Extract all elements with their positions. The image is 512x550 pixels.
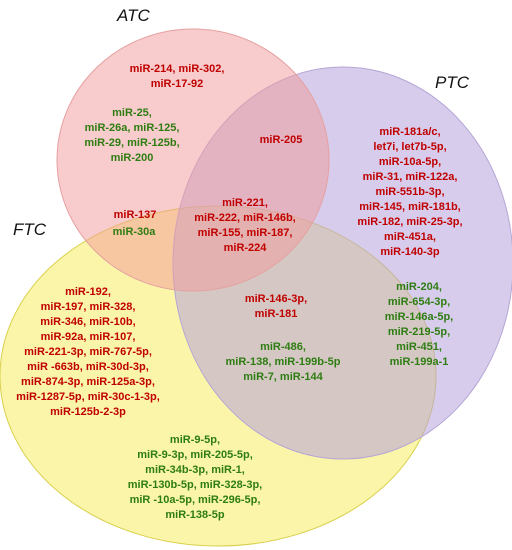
- mirna-line: miR-146-3p,: [244, 293, 308, 305]
- atc-ftc-downregulated: miR-30a: [113, 225, 156, 240]
- mirna-line: miR-219-5p,: [387, 326, 451, 338]
- ptc-label: PTC: [435, 73, 469, 92]
- mirna-line: miR-25,: [112, 107, 152, 119]
- mirna-line: miR-29, miR-125b,: [84, 137, 180, 149]
- mirna-line: miR-204,: [396, 281, 442, 293]
- ftc-ptc-downregulated: miR-486, miR-138, miR-199b-5p miR-7, miR-1…: [226, 340, 341, 385]
- mirna-line: miR-138-5p: [165, 509, 225, 521]
- mirna-line: miR-181a/c,: [379, 126, 441, 138]
- atc-circle: [56, 28, 330, 292]
- mirna-line: miR-34b-3p, miR-1,: [145, 464, 245, 476]
- mirna-line: miR-155, miR-187,: [197, 227, 293, 239]
- mirna-line: miR-140-3p: [380, 246, 440, 258]
- mirna-line: miR-1287-5p, miR-30c-1-3p,: [16, 391, 160, 403]
- mirna-line: miR-214, miR-302,: [129, 63, 225, 75]
- mirna-line: miR-125b-2-3p: [50, 406, 126, 418]
- mirna-line: miR-181: [254, 308, 298, 320]
- mirna-line: miR-486,: [260, 341, 306, 353]
- mirna-line: miR-551b-3p,: [375, 186, 445, 198]
- ptc-only-upregulated: miR-181a/c, let7i, let7b-5p, miR-10a-5p, mi…: [357, 125, 462, 260]
- mirna-line: miR-17-92: [150, 78, 204, 90]
- atc-ptc-upregulated: miR-205: [260, 133, 303, 148]
- atc-ftc-upregulated: miR-137: [114, 208, 157, 223]
- mirna-line: miR-182, miR-25-3p,: [357, 216, 463, 228]
- mirna-line: miR-30a: [112, 226, 156, 238]
- atc-label: ATC: [117, 6, 150, 25]
- mirna-line: miR-222, miR-146b,: [194, 212, 296, 224]
- mirna-line: miR-451,: [396, 341, 442, 353]
- atc-only-upregulated: miR-214, miR-302, miR-17-92: [130, 62, 225, 92]
- ftc-ptc-upregulated: miR-146-3p, miR-181: [245, 292, 307, 322]
- ptc-only-downregulated: miR-204, miR-654-3p, miR-146a-5p, miR-219-5…: [385, 280, 453, 370]
- mirna-line: miR-346, miR-10b,: [40, 316, 136, 328]
- mirna-line: miR-92a, miR-107,: [40, 331, 136, 343]
- mirna-line: miR-221-3p, miR-767-5p,: [24, 346, 152, 358]
- all-three-upregulated: miR-221, miR-222, miR-146b, miR-155, miR-1…: [194, 196, 295, 256]
- mirna-line: miR-31, miR-122a,: [362, 171, 458, 183]
- mirna-line: miR-451a,: [384, 231, 436, 243]
- mirna-line: let7i, let7b-5p,: [373, 141, 447, 153]
- mirna-line: miR-224: [223, 242, 267, 254]
- mirna-line: miR-221,: [222, 197, 268, 209]
- ftc-only-upregulated: miR-192, miR-197, miR-328, miR-346, miR-10…: [16, 285, 160, 420]
- mirna-line: miR-7, miR-144: [243, 371, 323, 383]
- mirna-line: miR-26a, miR-125,: [84, 122, 180, 134]
- mirna-line: miR-137: [113, 209, 157, 221]
- mirna-line: miR-145, miR-181b,: [359, 201, 461, 213]
- mirna-line: miR-199a-1: [389, 356, 449, 368]
- atc-only-downregulated: miR-25, miR-26a, miR-125, miR-29, miR-125b…: [84, 106, 179, 166]
- mirna-line: miR-9-3p, miR-205-5p,: [137, 449, 253, 461]
- mirna-line: miR-9-5p,: [169, 434, 221, 446]
- mirna-line: miR -10a-5p, miR-296-5p,: [129, 494, 261, 506]
- mirna-line: miR-200: [110, 152, 154, 164]
- mirna-line: miR-130b-5p, miR-328-3p,: [127, 479, 263, 491]
- mirna-line: miR-138, miR-199b-5p: [225, 356, 341, 368]
- mirna-line: miR-197, miR-328,: [40, 301, 136, 313]
- mirna-line: miR-874-3p, miR-125a-3p,: [21, 376, 155, 388]
- ftc-label: FTC: [13, 220, 47, 239]
- mirna-line: miR-205: [259, 134, 303, 146]
- mirna-line: miR-654-3p,: [387, 296, 451, 308]
- mirna-line: miR-146a-5p,: [384, 311, 454, 323]
- mirna-line: miR -663b, miR-30d-3p,: [27, 361, 149, 373]
- ftc-only-downregulated: miR-9-5p, miR-9-3p, miR-205-5p, miR-34b-3p…: [128, 433, 262, 523]
- mirna-line: miR-10a-5p,: [378, 156, 442, 168]
- mirna-line: miR-192,: [65, 286, 111, 298]
